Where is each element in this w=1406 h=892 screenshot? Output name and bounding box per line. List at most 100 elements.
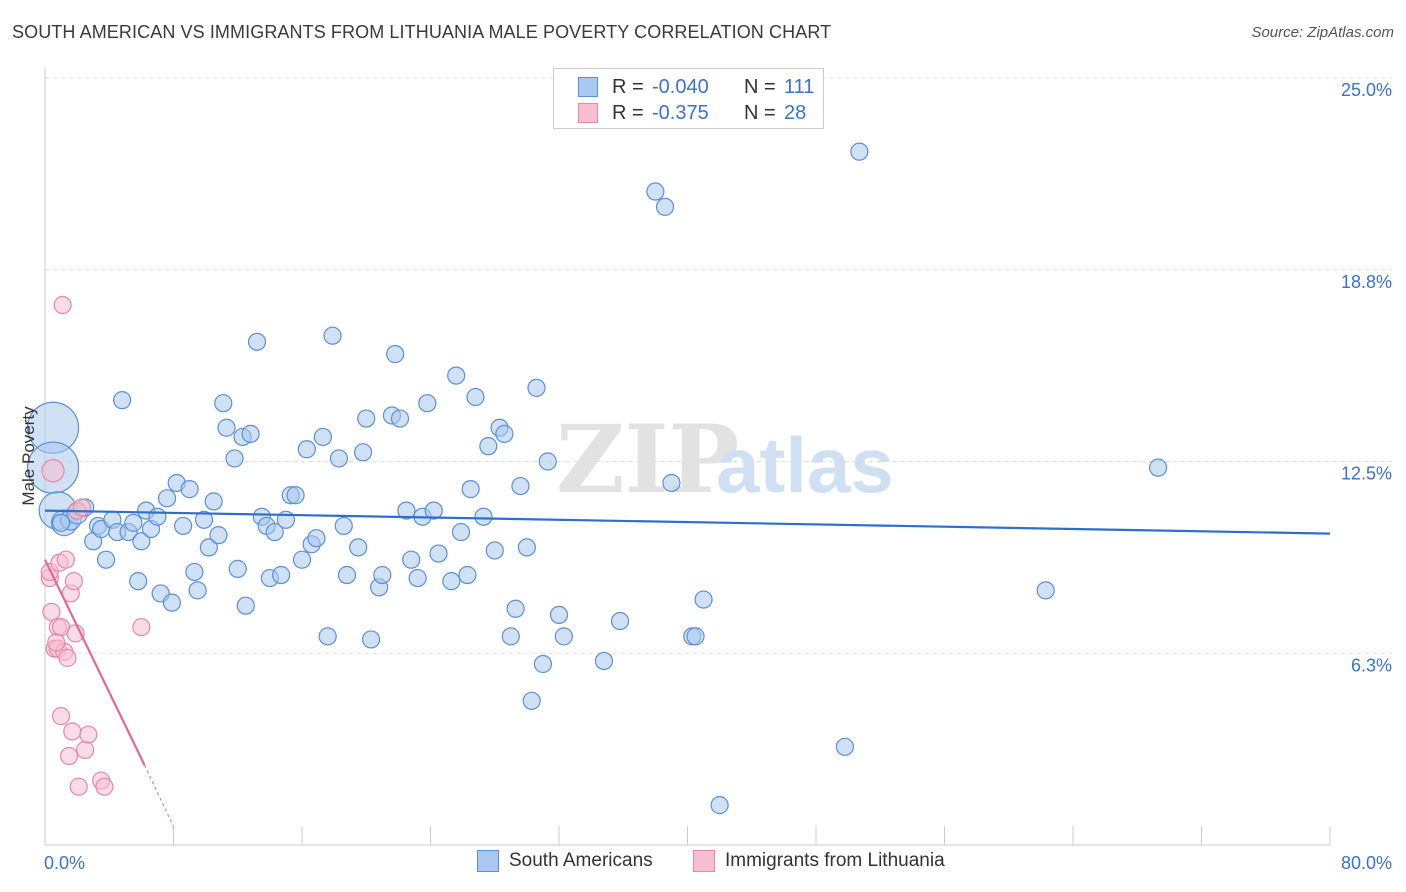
- data-point-lithuania: [132, 618, 151, 637]
- chart-title: SOUTH AMERICAN VS IMMIGRANTS FROM LITHUA…: [12, 22, 832, 42]
- data-point-south-american: [323, 326, 342, 345]
- legend-item-south-americans: South Americans: [477, 850, 653, 872]
- data-point-lithuania: [47, 633, 66, 652]
- data-point-south-american: [442, 572, 461, 591]
- data-point-lithuania: [64, 572, 84, 591]
- data-point-south-american: [533, 654, 553, 674]
- legend-label-lithuania: Immigrants from Lithuania: [725, 850, 945, 871]
- data-point-south-american: [217, 418, 236, 437]
- data-point-south-american: [132, 532, 151, 551]
- watermark-atlas: atlas: [716, 421, 894, 509]
- data-point-south-american: [850, 142, 869, 161]
- data-point-south-american: [307, 529, 326, 548]
- data-point-south-american: [199, 538, 218, 557]
- data-point-lithuania: [72, 498, 92, 517]
- data-point-south-american: [236, 596, 255, 615]
- data-point-south-american: [451, 522, 471, 542]
- data-point-south-american: [511, 476, 530, 496]
- y-tick-label: 12.5%: [1341, 464, 1392, 484]
- data-point-south-american: [424, 501, 443, 520]
- x-tick-label-min: 0.0%: [44, 853, 85, 873]
- data-point-south-american: [148, 507, 167, 526]
- data-point-lithuania: [69, 777, 88, 796]
- data-point-south-american: [188, 581, 207, 600]
- legend-item-lithuania: Immigrants from Lithuania: [693, 850, 945, 872]
- data-point-south-american: [228, 559, 247, 578]
- data-point-south-american: [646, 182, 665, 201]
- data-point-south-american: [96, 550, 116, 569]
- data-point-south-american: [397, 501, 416, 520]
- legend-swatch-pink: [578, 103, 598, 123]
- trend-line-lithuania: [44, 559, 146, 766]
- data-point-south-american: [337, 565, 357, 585]
- data-point-south-american: [594, 651, 614, 671]
- data-point-south-american: [495, 424, 514, 443]
- data-point-south-american: [209, 526, 228, 545]
- data-point-south-american: [662, 473, 681, 493]
- data-point-south-american: [318, 627, 337, 646]
- data-point-south-american: [357, 409, 376, 428]
- legend-label-south-americans: South Americans: [509, 850, 653, 871]
- data-point-south-american: [694, 590, 713, 609]
- x-tick-label-max: 80.0%: [1341, 853, 1392, 873]
- data-point-south-american: [361, 630, 381, 649]
- data-point-south-american: [447, 366, 466, 385]
- series-south-americans: [26, 142, 1168, 815]
- data-point-south-american: [185, 562, 204, 582]
- legend-r-label: R =: [612, 75, 644, 98]
- data-point-south-american: [429, 544, 448, 563]
- data-point-south-american: [349, 538, 368, 557]
- data-point-south-american: [286, 486, 305, 505]
- data-point-south-american: [334, 516, 353, 536]
- data-point-lithuania: [76, 740, 95, 759]
- data-point-lithuania: [42, 602, 61, 621]
- legend-n-value: 111: [784, 75, 815, 98]
- data-point-south-american: [386, 345, 405, 364]
- y-axis-label: Male Poverty: [19, 406, 38, 506]
- source-credit: Source: ZipAtlas.com: [1251, 24, 1394, 41]
- data-point-south-american: [686, 627, 705, 646]
- watermark-zip: ZIP: [556, 405, 739, 515]
- data-point-south-american: [501, 627, 520, 646]
- legend-r-value: -0.040: [652, 75, 709, 98]
- data-point-south-american: [479, 437, 498, 456]
- data-point-south-american: [112, 391, 132, 410]
- legend-r-label: R =: [612, 101, 644, 124]
- data-point-south-american: [390, 409, 410, 428]
- series-legend: South Americans Immigrants from Lithuani…: [0, 850, 1406, 878]
- data-point-lithuania: [63, 722, 82, 741]
- data-point-south-american: [655, 197, 675, 216]
- data-point-south-american: [517, 538, 536, 557]
- data-point-lithuania: [79, 725, 98, 744]
- legend-n-value: 28: [784, 101, 807, 124]
- stats-legend: R = -0.040 N = 111 R = -0.375 N = 28: [553, 68, 824, 129]
- data-point-south-american: [329, 449, 349, 468]
- legend-row-lithuania: R = -0.375 N = 28: [578, 101, 806, 125]
- legend-row-south-americans: R = -0.040 N = 111: [578, 75, 814, 99]
- data-point-south-american: [418, 394, 437, 413]
- data-point-south-american: [549, 605, 569, 625]
- data-point-south-american: [710, 796, 729, 815]
- data-point-south-american: [124, 513, 143, 532]
- data-point-south-american: [466, 387, 485, 407]
- legend-r-value: -0.375: [652, 101, 709, 124]
- data-point-south-american: [194, 510, 214, 529]
- data-point-south-american: [373, 565, 392, 585]
- data-point-south-american: [292, 550, 312, 569]
- data-point-lithuania: [95, 777, 114, 796]
- data-point-south-american: [51, 513, 71, 532]
- legend-swatch-pink: [693, 850, 715, 872]
- data-point-south-american: [225, 449, 244, 468]
- data-point-south-american: [527, 378, 546, 397]
- data-point-south-american: [458, 565, 477, 585]
- data-point-south-american: [402, 550, 421, 569]
- data-point-south-american: [204, 492, 223, 511]
- data-point-south-american: [162, 593, 181, 612]
- y-tick-label: 18.8%: [1341, 272, 1392, 292]
- data-point-south-american: [353, 443, 373, 462]
- y-tick-label: 25.0%: [1341, 80, 1392, 100]
- data-point-south-american: [214, 394, 233, 413]
- data-point-south-american: [180, 480, 199, 499]
- data-point-south-american: [461, 480, 480, 499]
